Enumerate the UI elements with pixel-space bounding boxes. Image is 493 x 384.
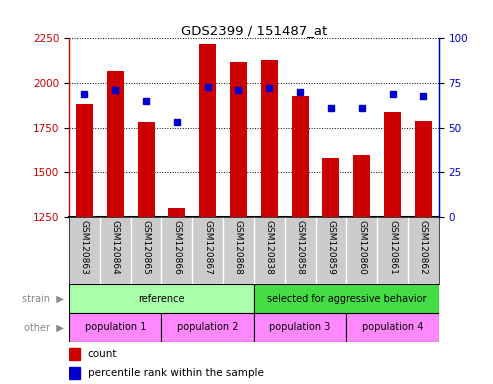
Text: selected for aggressive behavior: selected for aggressive behavior xyxy=(267,293,426,304)
Bar xyxy=(69,313,162,342)
Text: population 2: population 2 xyxy=(177,322,239,333)
Bar xyxy=(322,158,339,217)
Text: population 4: population 4 xyxy=(362,322,423,333)
Bar xyxy=(230,61,247,217)
Text: count: count xyxy=(88,349,117,359)
Bar xyxy=(384,112,401,217)
Bar xyxy=(69,367,80,379)
Text: GSM120864: GSM120864 xyxy=(111,220,120,275)
Bar xyxy=(292,96,309,217)
Bar xyxy=(69,348,80,359)
Text: GSM120868: GSM120868 xyxy=(234,220,243,275)
Text: GSM120858: GSM120858 xyxy=(296,220,305,275)
Bar xyxy=(76,104,93,217)
Bar xyxy=(199,44,216,217)
Text: GSM120866: GSM120866 xyxy=(173,220,181,275)
Text: GSM120865: GSM120865 xyxy=(141,220,150,275)
Text: percentile rank within the sample: percentile rank within the sample xyxy=(88,368,263,378)
Text: GSM120859: GSM120859 xyxy=(326,220,335,275)
Bar xyxy=(353,156,370,217)
Bar xyxy=(169,208,185,217)
Bar xyxy=(254,284,439,313)
Text: GSM120862: GSM120862 xyxy=(419,220,428,275)
Bar xyxy=(107,71,124,217)
Bar xyxy=(415,121,432,217)
Text: GSM120860: GSM120860 xyxy=(357,220,366,275)
Bar xyxy=(254,313,346,342)
Text: reference: reference xyxy=(138,293,185,304)
Text: GSM120838: GSM120838 xyxy=(265,220,274,275)
Text: population 3: population 3 xyxy=(270,322,331,333)
Text: strain  ▶: strain ▶ xyxy=(22,293,64,304)
Text: GSM120863: GSM120863 xyxy=(80,220,89,275)
Title: GDS2399 / 151487_at: GDS2399 / 151487_at xyxy=(181,24,327,37)
Bar xyxy=(162,313,254,342)
Bar xyxy=(261,60,278,217)
Text: GSM120861: GSM120861 xyxy=(388,220,397,275)
Bar xyxy=(69,284,254,313)
Text: other  ▶: other ▶ xyxy=(24,322,64,333)
Bar xyxy=(346,313,439,342)
Text: population 1: population 1 xyxy=(85,322,146,333)
Text: GSM120867: GSM120867 xyxy=(203,220,212,275)
Bar xyxy=(138,122,154,217)
